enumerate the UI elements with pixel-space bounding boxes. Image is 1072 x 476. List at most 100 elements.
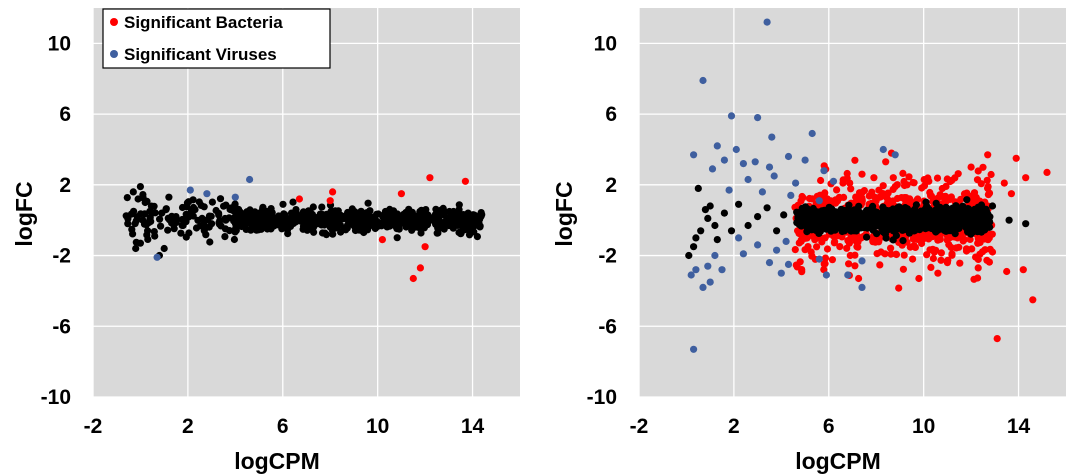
legend-marker-bacteria bbox=[110, 18, 118, 26]
nonsignificant-point bbox=[839, 207, 847, 216]
virus-point bbox=[815, 255, 823, 263]
nonsignificant-point bbox=[215, 211, 223, 219]
nonsignificant-point bbox=[129, 188, 137, 196]
bacteria-point bbox=[870, 174, 878, 182]
nonsignificant-point bbox=[144, 227, 152, 235]
bacteria-point bbox=[1012, 154, 1020, 162]
x-tick-label: 6 bbox=[823, 415, 835, 438]
bacteria-point bbox=[843, 174, 851, 182]
nonsignificant-point bbox=[191, 206, 199, 214]
virus-point bbox=[754, 114, 762, 122]
nonsignificant-point bbox=[225, 227, 234, 235]
virus-point bbox=[751, 158, 759, 166]
nonsignificant-point bbox=[132, 244, 140, 253]
nonsignificant-point bbox=[701, 206, 710, 214]
nonsignificant-point bbox=[358, 214, 366, 222]
bacteria-point bbox=[945, 241, 953, 249]
bacteria-point bbox=[905, 173, 913, 181]
virus-point bbox=[777, 269, 785, 277]
bacteria-point bbox=[882, 158, 890, 166]
nonsignificant-point bbox=[249, 216, 257, 224]
nonsignificant-point bbox=[151, 232, 159, 240]
y-tick-label: 10 bbox=[594, 32, 617, 55]
nonsignificant-point bbox=[882, 234, 890, 242]
nonsignificant-point bbox=[704, 214, 712, 222]
virus-point bbox=[718, 266, 726, 274]
legend: Significant Bacteria Significant Viruses bbox=[102, 8, 331, 69]
nonsignificant-point bbox=[879, 227, 888, 235]
bacteria-point bbox=[920, 176, 928, 184]
nonsignificant-point bbox=[165, 193, 173, 201]
nonsignificant-point bbox=[685, 251, 693, 260]
nonsignificant-point bbox=[242, 225, 250, 233]
bacteria-point bbox=[902, 194, 910, 202]
bacteria-point bbox=[831, 238, 839, 246]
nonsignificant-point bbox=[845, 201, 853, 209]
bacteria-point bbox=[797, 236, 805, 244]
nonsignificant-point bbox=[803, 210, 811, 219]
right-y-axis-title: logFC bbox=[551, 181, 577, 246]
nonsignificant-point bbox=[308, 224, 316, 232]
virus-point bbox=[186, 186, 194, 194]
nonsignificant-point bbox=[837, 219, 846, 227]
nonsignificant-point bbox=[146, 207, 154, 215]
virus-point bbox=[704, 262, 712, 270]
nonsignificant-point bbox=[464, 210, 473, 218]
bacteria-point bbox=[791, 246, 799, 254]
bacteria-point bbox=[847, 185, 855, 193]
virus-point bbox=[713, 142, 721, 150]
legend-box bbox=[102, 8, 331, 69]
nonsignificant-point bbox=[329, 230, 337, 238]
bacteria-point bbox=[856, 189, 864, 197]
bacteria-point bbox=[426, 174, 434, 182]
nonsignificant-point bbox=[220, 202, 228, 210]
nonsignificant-point bbox=[177, 229, 185, 237]
bacteria-point bbox=[1007, 190, 1016, 198]
bacteria-point bbox=[891, 183, 899, 191]
nonsignificant-point bbox=[136, 239, 144, 247]
bacteria-point bbox=[923, 251, 931, 259]
bacteria-point bbox=[869, 238, 877, 246]
nonsignificant-point bbox=[980, 223, 988, 231]
bacteria-point bbox=[378, 236, 386, 244]
nonsignificant-point bbox=[222, 216, 230, 224]
nonsignificant-point bbox=[345, 218, 353, 226]
nonsignificant-point bbox=[830, 212, 838, 220]
nonsignificant-point bbox=[813, 220, 821, 228]
nonsignificant-point bbox=[948, 204, 957, 212]
bacteria-point bbox=[889, 174, 897, 182]
bacteria-point bbox=[915, 274, 923, 283]
bacteria-point bbox=[955, 243, 963, 251]
virus-point bbox=[784, 260, 793, 268]
nonsignificant-point bbox=[694, 184, 702, 192]
virus-point bbox=[231, 193, 239, 201]
bacteria-point bbox=[1003, 267, 1011, 276]
x-tick-label: 10 bbox=[912, 415, 935, 438]
nonsignificant-point bbox=[164, 214, 172, 222]
y-tick-label: -6 bbox=[598, 315, 617, 338]
bacteria-point bbox=[817, 176, 825, 185]
nonsignificant-point bbox=[477, 209, 485, 217]
bacteria-point bbox=[884, 189, 892, 197]
nonsignificant-point bbox=[289, 198, 297, 206]
nonsignificant-point bbox=[364, 199, 372, 207]
nonsignificant-point bbox=[932, 199, 940, 207]
nonsignificant-point bbox=[859, 218, 868, 226]
nonsignificant-point bbox=[136, 183, 144, 191]
virus-point bbox=[203, 190, 211, 198]
bacteria-point bbox=[974, 167, 982, 175]
bacteria-point bbox=[887, 244, 895, 252]
nonsignificant-point bbox=[160, 244, 168, 253]
nonsignificant-point bbox=[965, 221, 973, 229]
right-tick-labels: -2 2 6 10 14 10 6 2 -2 -6 -10 bbox=[587, 32, 1031, 438]
bacteria-point bbox=[875, 238, 883, 246]
nonsignificant-point bbox=[318, 203, 326, 211]
bacteria-point bbox=[918, 184, 926, 192]
bacteria-point bbox=[937, 249, 946, 257]
nonsignificant-point bbox=[124, 220, 132, 228]
nonsignificant-point bbox=[130, 207, 138, 215]
bacteria-point bbox=[1029, 296, 1037, 304]
bacteria-point bbox=[927, 192, 936, 200]
bacteria-point bbox=[397, 190, 405, 198]
nonsignificant-point bbox=[279, 200, 287, 208]
